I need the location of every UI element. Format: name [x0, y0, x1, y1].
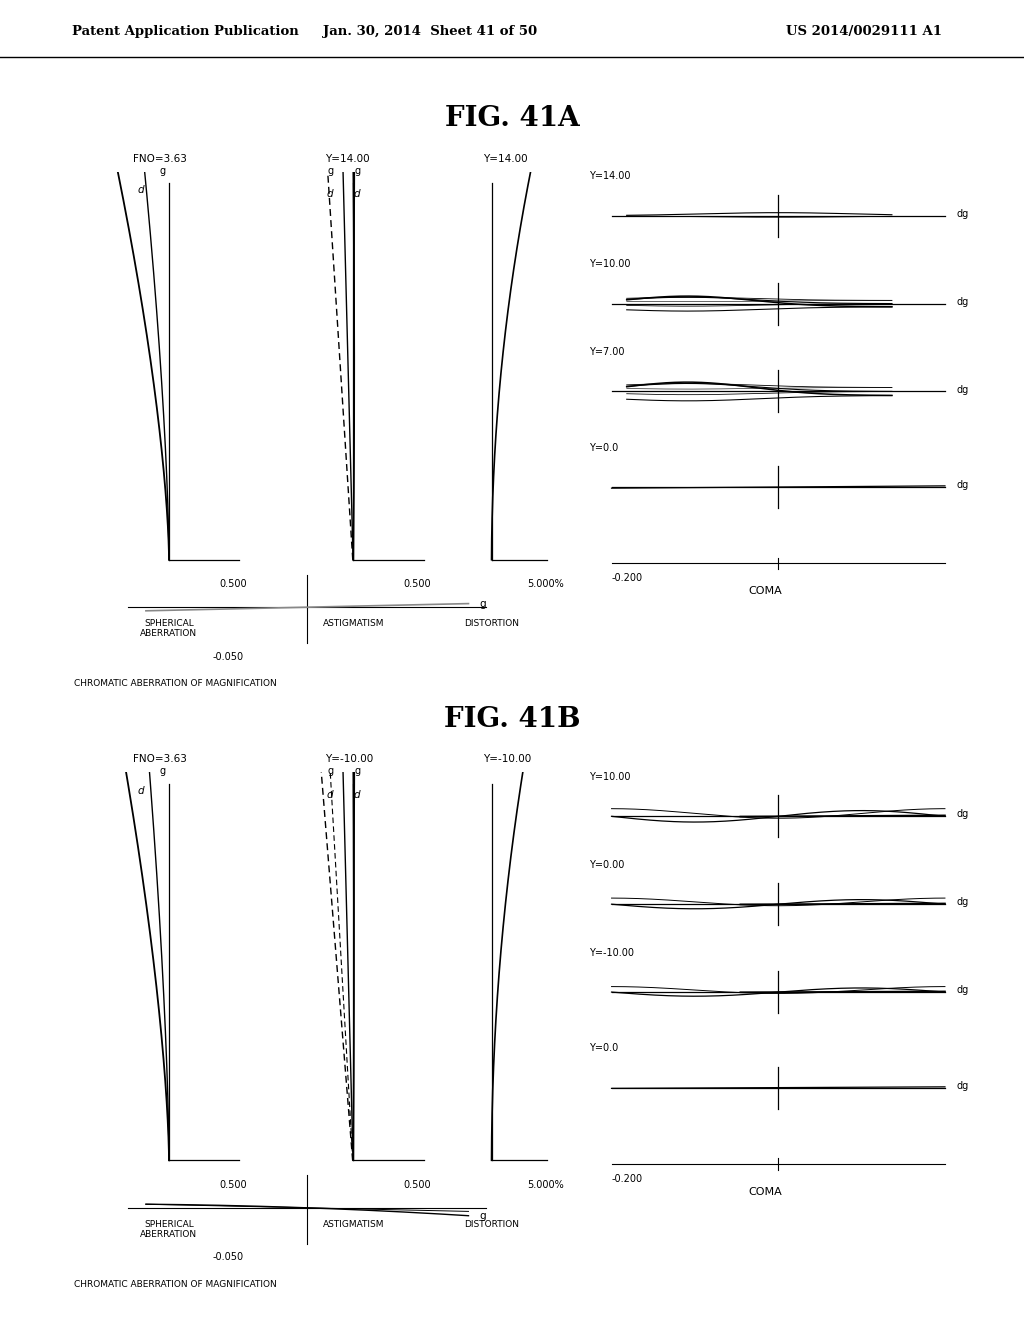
- Text: g: g: [354, 165, 360, 176]
- Text: DISTORTION: DISTORTION: [464, 1220, 519, 1229]
- Text: 5.000%: 5.000%: [526, 579, 563, 590]
- Text: d: d: [137, 185, 144, 195]
- Text: COMA: COMA: [748, 586, 781, 597]
- Text: 0.500: 0.500: [219, 1180, 247, 1191]
- Text: Y=0.0: Y=0.0: [589, 1043, 618, 1053]
- Text: dg: dg: [956, 985, 969, 995]
- Text: Y=0.0: Y=0.0: [589, 442, 618, 453]
- Text: dg: dg: [956, 480, 969, 490]
- Text: g: g: [479, 1210, 485, 1221]
- Text: 0.500: 0.500: [219, 579, 247, 590]
- Text: dg: dg: [956, 297, 969, 306]
- Text: g: g: [354, 766, 360, 776]
- Text: g: g: [328, 165, 333, 176]
- Text: Y=-10.00: Y=-10.00: [326, 754, 374, 764]
- Text: dg: dg: [956, 1081, 969, 1090]
- Text: Jan. 30, 2014  Sheet 41 of 50: Jan. 30, 2014 Sheet 41 of 50: [323, 25, 538, 38]
- Text: US 2014/0029111 A1: US 2014/0029111 A1: [786, 25, 942, 38]
- Text: Y=14.00: Y=14.00: [326, 153, 370, 164]
- Text: dg: dg: [956, 898, 969, 907]
- Text: FIG. 41B: FIG. 41B: [443, 706, 581, 733]
- Text: -0.200: -0.200: [611, 1173, 643, 1184]
- Text: Y=-10.00: Y=-10.00: [589, 948, 634, 958]
- Text: Y=7.00: Y=7.00: [589, 347, 625, 358]
- Text: Y=10.00: Y=10.00: [589, 259, 631, 269]
- Text: FNO=3.63: FNO=3.63: [133, 754, 187, 764]
- Text: ASTIGMATISM: ASTIGMATISM: [323, 619, 384, 628]
- Text: g: g: [160, 766, 166, 776]
- Text: dg: dg: [956, 384, 969, 395]
- Text: COMA: COMA: [748, 1187, 781, 1197]
- Text: -0.050: -0.050: [213, 1253, 244, 1262]
- Text: Y=14.00: Y=14.00: [482, 153, 527, 164]
- Text: d: d: [137, 785, 144, 796]
- Text: FIG. 41A: FIG. 41A: [444, 106, 580, 132]
- Text: g: g: [328, 766, 333, 776]
- Text: Y=0.00: Y=0.00: [589, 859, 625, 870]
- Text: 0.500: 0.500: [403, 579, 431, 590]
- Text: d: d: [354, 189, 360, 199]
- Text: g: g: [160, 165, 166, 176]
- Text: SPHERICAL
ABERRATION: SPHERICAL ABERRATION: [140, 1220, 198, 1239]
- Text: FNO=3.63: FNO=3.63: [133, 153, 187, 164]
- Text: d: d: [354, 789, 360, 800]
- Text: Y=10.00: Y=10.00: [589, 772, 631, 781]
- Text: g: g: [479, 598, 485, 609]
- Text: dg: dg: [956, 809, 969, 820]
- Text: CHROMATIC ABERRATION OF MAGNIFICATION: CHROMATIC ABERRATION OF MAGNIFICATION: [75, 680, 276, 688]
- Text: -0.200: -0.200: [611, 573, 643, 583]
- Text: d: d: [327, 789, 334, 800]
- Text: DISTORTION: DISTORTION: [464, 619, 519, 628]
- Text: CHROMATIC ABERRATION OF MAGNIFICATION: CHROMATIC ABERRATION OF MAGNIFICATION: [75, 1280, 276, 1288]
- Text: Patent Application Publication: Patent Application Publication: [72, 25, 298, 38]
- Text: 0.500: 0.500: [403, 1180, 431, 1191]
- Text: Y=-10.00: Y=-10.00: [482, 754, 530, 764]
- Text: dg: dg: [956, 209, 969, 219]
- Text: -0.050: -0.050: [213, 652, 244, 661]
- Text: d: d: [327, 189, 334, 199]
- Text: 5.000%: 5.000%: [526, 1180, 563, 1191]
- Text: Y=14.00: Y=14.00: [589, 172, 631, 181]
- Text: ASTIGMATISM: ASTIGMATISM: [323, 1220, 384, 1229]
- Text: SPHERICAL
ABERRATION: SPHERICAL ABERRATION: [140, 619, 198, 639]
